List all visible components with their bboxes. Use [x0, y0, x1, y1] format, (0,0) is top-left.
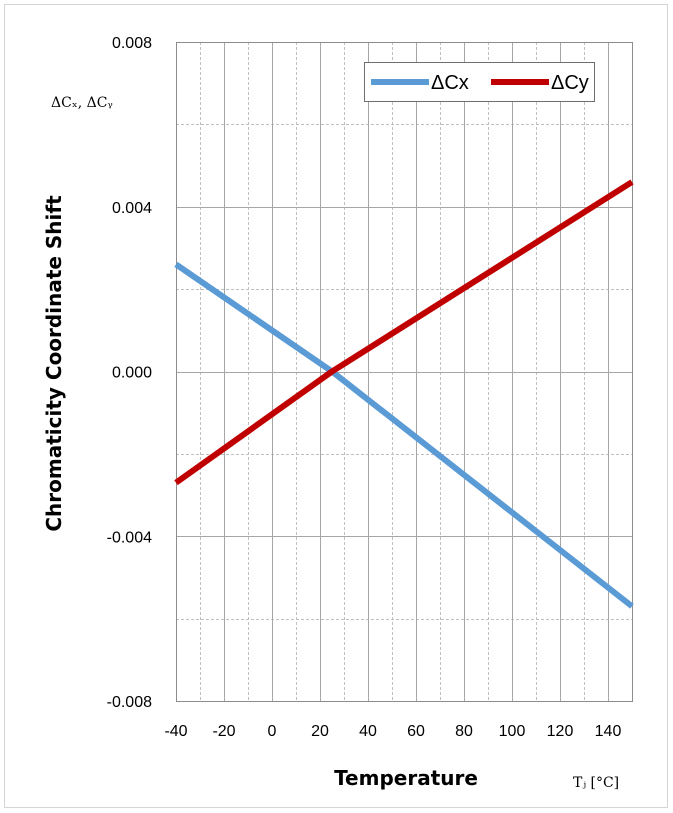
y-axis-title: Chromaticity Coordinate Shift [42, 195, 66, 532]
y-tick-label: 0.000 [112, 365, 152, 382]
series-layer [174, 179, 634, 609]
x-tick-label: 20 [311, 723, 329, 740]
x-tick-label: 0 [268, 723, 277, 740]
x-tick-label: 120 [547, 723, 574, 740]
x-tick-label: 40 [359, 723, 377, 740]
x-tick-label: 100 [499, 723, 526, 740]
series-line [174, 179, 634, 486]
x-tick-labels: -40 -20 0 20 40 60 80 100 120 140 [164, 723, 621, 740]
x-tick-label: 140 [595, 723, 622, 740]
chart-frame: -0.008 -0.004 0.000 0.004 0.008 -40 -20 0 20 40 6… [4, 4, 668, 808]
x-axis-unit-label: Tⱼ [°C] [573, 775, 619, 791]
x-axis-title: Temperature [334, 766, 478, 790]
major-gridlines [176, 42, 632, 702]
x-tick-label: -20 [212, 723, 235, 740]
x-tick-label: 60 [407, 723, 425, 740]
legend: ΔCx ΔCy [364, 62, 595, 102]
plot-area-border [176, 42, 633, 702]
y-tick-label: -0.008 [107, 694, 152, 711]
legend-label: ΔCx [431, 72, 469, 94]
chart: -0.008 -0.004 0.000 0.004 0.008 -40 -20 0 20 40 6… [42, 35, 634, 791]
x-tick-label: 80 [455, 723, 473, 740]
y-tick-label: -0.004 [107, 529, 152, 546]
y-tick-labels: -0.008 -0.004 0.000 0.004 0.008 [107, 35, 152, 711]
y-tick-label: 0.004 [112, 200, 152, 217]
y-axis-symbol-label: ΔCₓ, ΔCᵧ [51, 95, 113, 111]
x-tick-label: -40 [164, 723, 187, 740]
minor-gridlines [176, 42, 633, 701]
legend-label: ΔCy [551, 72, 589, 94]
y-tick-label: 0.008 [112, 35, 152, 52]
